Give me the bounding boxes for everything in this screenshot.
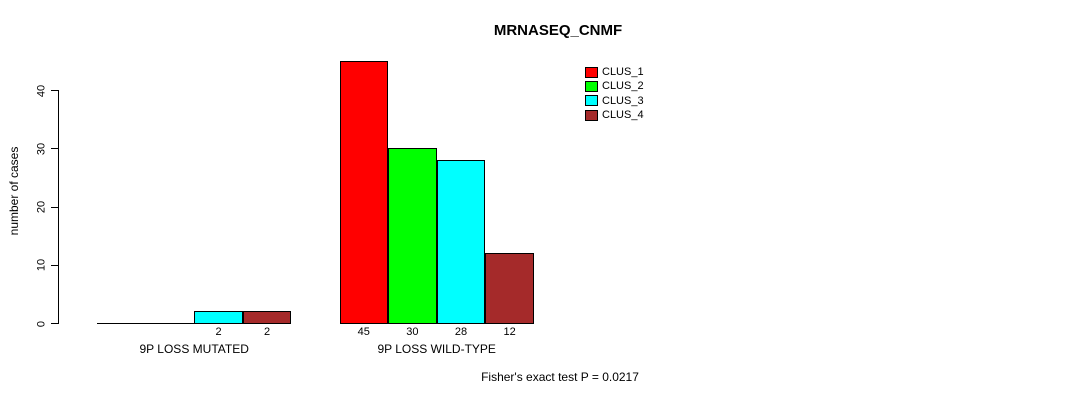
legend-swatch — [585, 109, 598, 121]
y-axis-tick-label: 30 — [35, 142, 48, 156]
legend-label: CLUS_3 — [602, 94, 644, 107]
bar-value-label: 2 — [264, 326, 271, 338]
legend-item: CLUS_3 — [585, 95, 644, 107]
y-axis-tick-label: 10 — [35, 259, 48, 272]
bar-value-label: 2 — [215, 326, 222, 338]
legend-label: CLUS_4 — [602, 109, 644, 122]
y-axis-tick-label: 20 — [35, 200, 48, 214]
bar-clus-1 — [339, 61, 389, 324]
y-axis-tick — [51, 206, 58, 208]
legend-swatch — [585, 95, 598, 107]
bar-clus-3 — [436, 160, 486, 324]
y-axis-tick-label: 0 — [35, 320, 48, 327]
legend-item: CLUS_1 — [585, 66, 644, 78]
bar-value-label: 28 — [454, 326, 468, 338]
bar-clus-4 — [242, 311, 292, 324]
y-axis-tick — [51, 323, 58, 324]
y-axis-tick — [51, 148, 58, 150]
bar-value-label: 12 — [503, 326, 516, 338]
y-axis-line — [58, 90, 59, 324]
legend-item: CLUS_2 — [585, 80, 644, 92]
legend-swatch — [585, 80, 598, 92]
y-axis-tick — [51, 264, 58, 266]
chart-title: MRNASEQ_CNMF — [493, 22, 623, 39]
legend-swatch — [585, 66, 598, 78]
legend-item: CLUS_4 — [585, 109, 644, 121]
group-label: 9P LOSS WILD-TYPE — [377, 342, 496, 356]
y-axis-tick — [51, 90, 58, 92]
bar-clus-3 — [194, 311, 243, 324]
legend-label: CLUS_2 — [602, 80, 644, 93]
bar-clus-2 — [388, 148, 437, 324]
group-label: 9P LOSS MUTATED — [139, 342, 249, 356]
fisher-test-annotation: Fisher's exact test P = 0.0217 — [481, 370, 639, 384]
y-axis-tick-label: 40 — [35, 84, 48, 97]
y-axis-label: number of cases — [7, 146, 21, 236]
bar-clus-2-zero — [145, 323, 195, 324]
bar-value-label: 45 — [357, 326, 370, 338]
bar-clus-1-zero — [97, 323, 146, 324]
legend-label: CLUS_1 — [602, 66, 644, 78]
bar-value-label: 30 — [406, 326, 419, 338]
bar-clus-4 — [485, 253, 534, 324]
